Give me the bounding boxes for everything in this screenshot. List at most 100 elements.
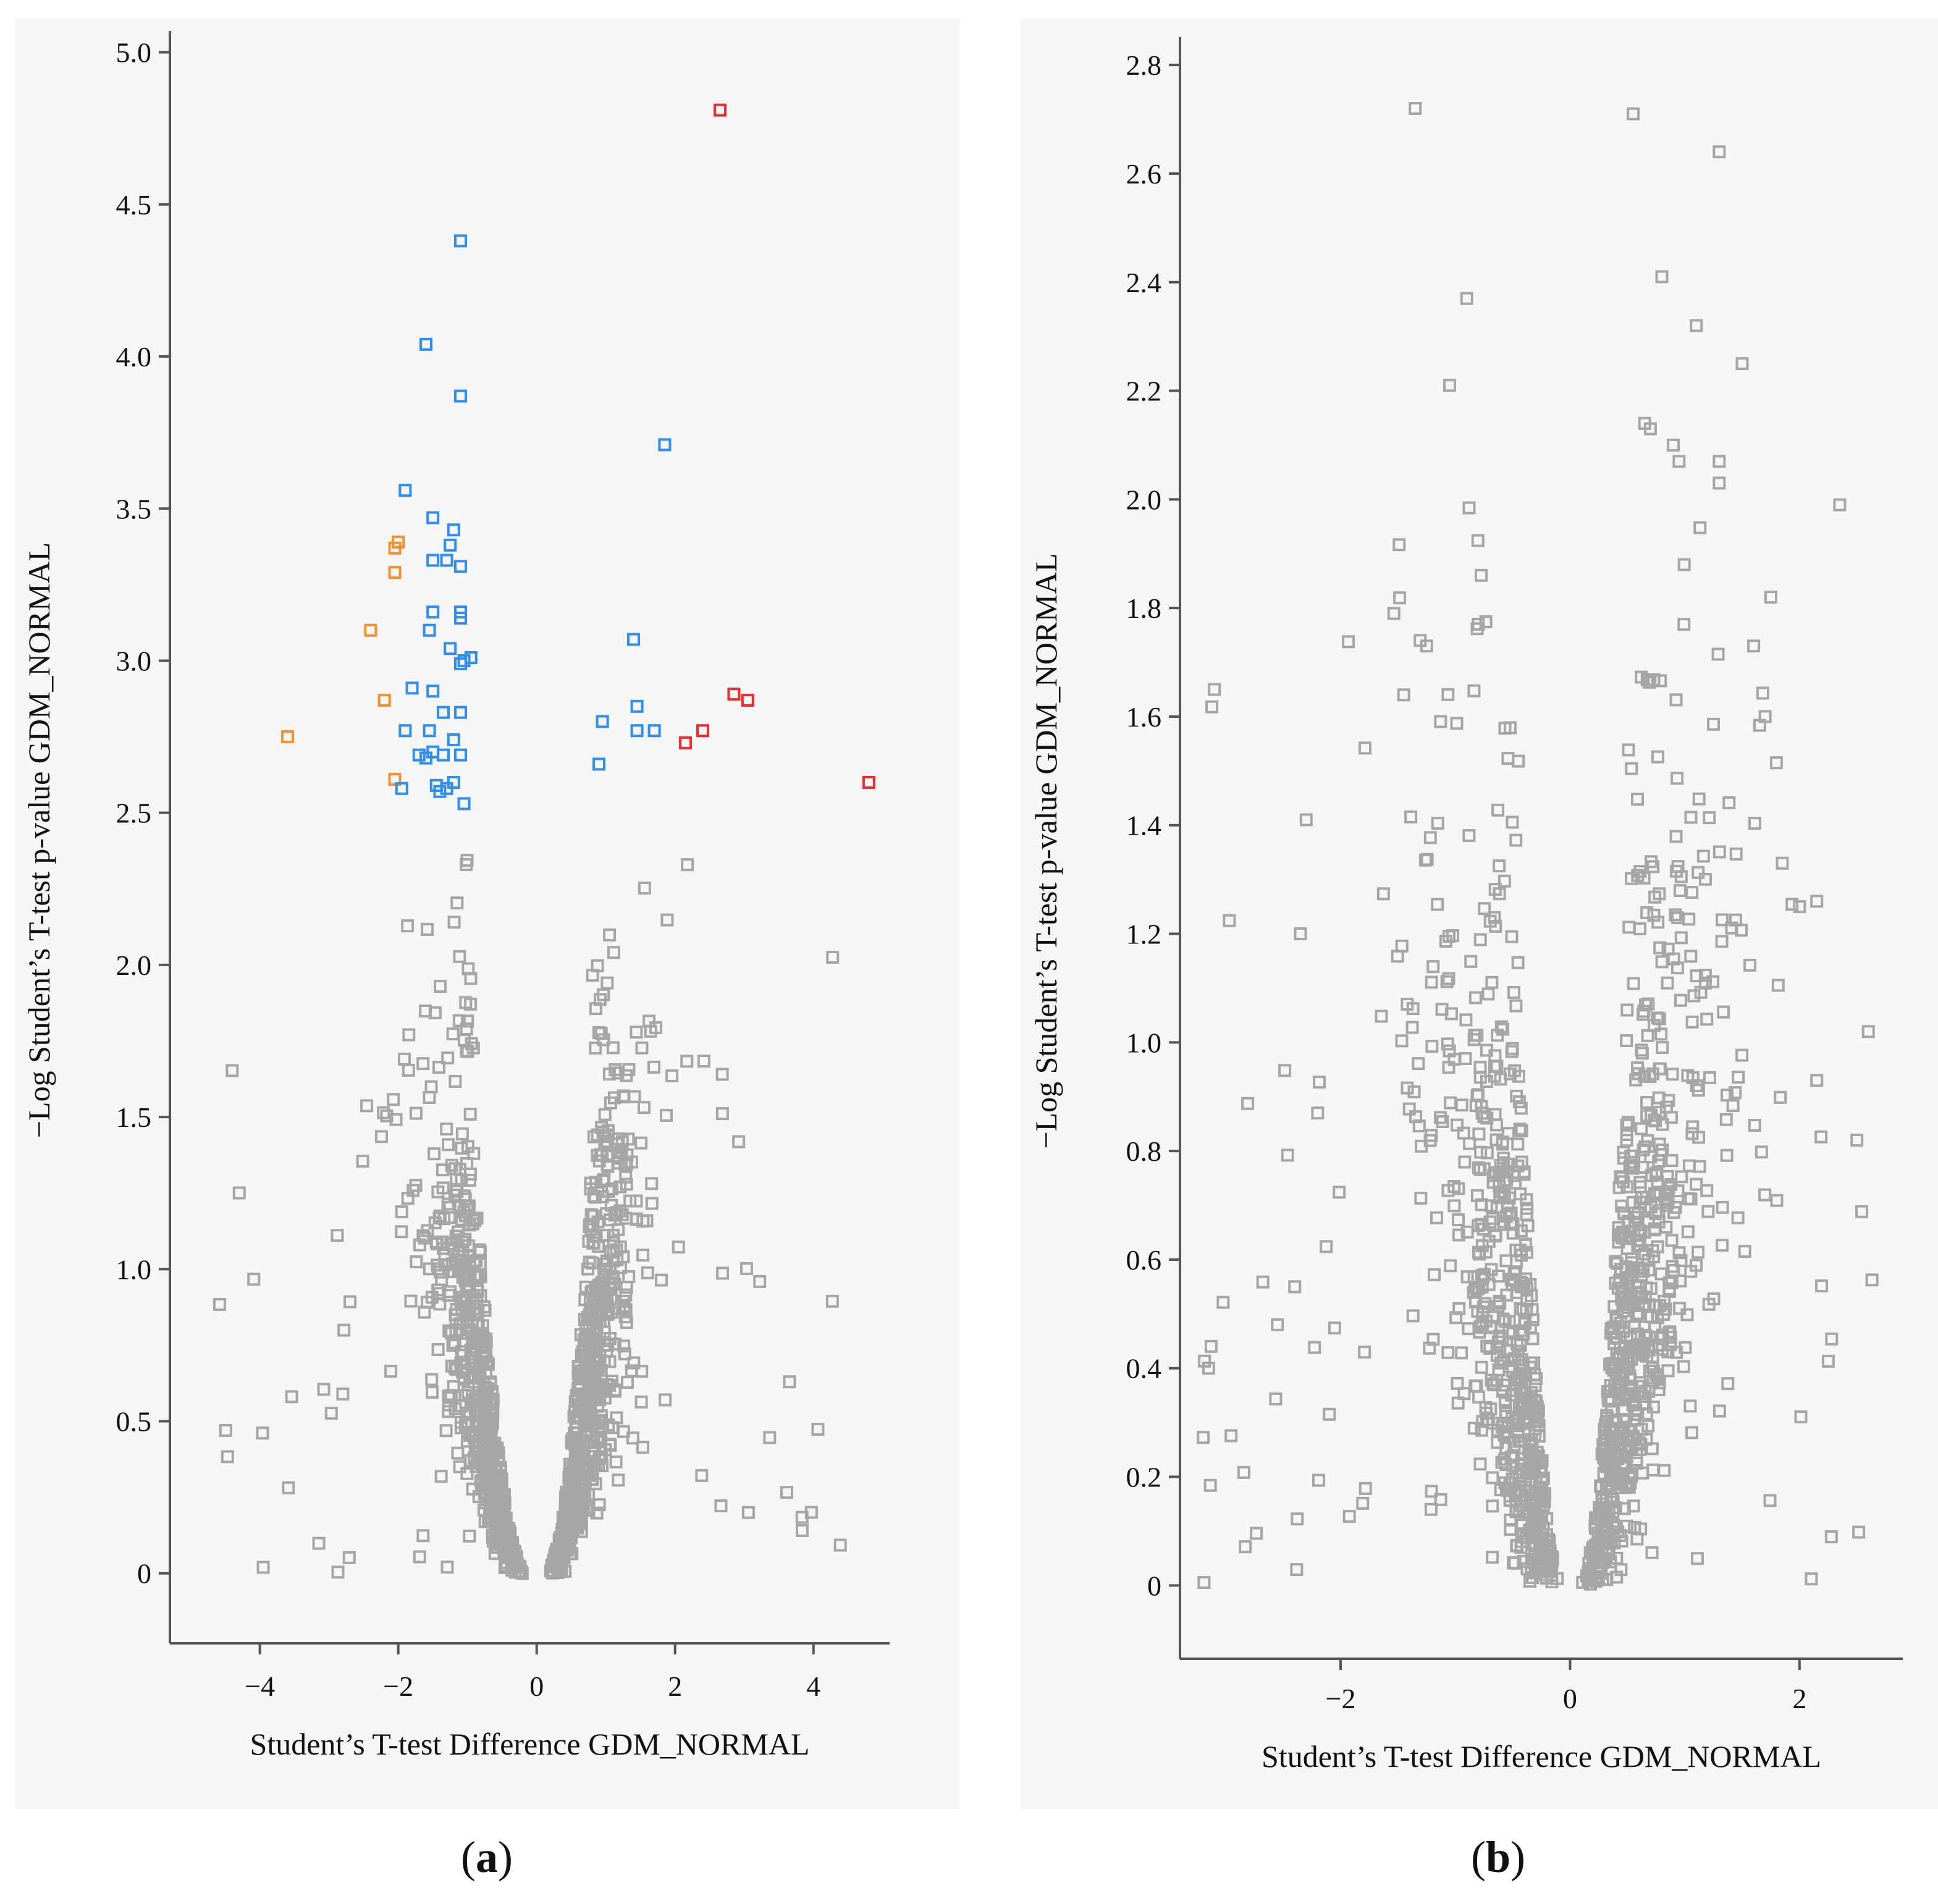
scatter-point (416, 1057, 430, 1071)
scatter-point (1533, 1456, 1547, 1470)
scatter-point (634, 1395, 648, 1409)
scatter-point (336, 1387, 350, 1401)
scatter-point-gray (1713, 455, 1726, 468)
y-tick-label: 5.0 (116, 37, 152, 69)
scatter-point (583, 1219, 597, 1232)
scatter-point (1700, 1184, 1714, 1197)
y-tick-label: 3.5 (116, 493, 152, 524)
scatter-point (402, 1063, 415, 1077)
scatter-point (1701, 1205, 1715, 1218)
scatter-point (1646, 1067, 1659, 1080)
plot-b: 0 0.2 0.4 0.6 0.8 1.0 1.2 1.4 1.6 1.8 2.0 2.2 2.4 2.6… (1029, 37, 1903, 1774)
scatter-point (409, 1179, 423, 1192)
scatter-point (1375, 1009, 1388, 1023)
scatter-point (1637, 1143, 1650, 1156)
scatter-point (1425, 1040, 1439, 1053)
scatter-point (599, 1263, 613, 1276)
scatter-point (1645, 1546, 1659, 1559)
scatter-point-blue (426, 554, 440, 567)
scatter-point (1376, 887, 1390, 901)
scatter-point (1481, 987, 1495, 1001)
scatter-point-gray (1397, 688, 1410, 702)
scatter-point (1472, 1390, 1486, 1404)
scatter-point-gray (1672, 455, 1686, 468)
scatter-point (589, 1041, 602, 1055)
scatter-point (1646, 1360, 1659, 1374)
scatter-point (256, 1426, 269, 1440)
scatter-point (458, 1363, 472, 1377)
y-tick-label: 1.5 (116, 1102, 152, 1133)
scatter-point (454, 1421, 468, 1434)
scatter-point (1494, 1072, 1507, 1086)
scatter-point (1652, 1204, 1666, 1218)
scatter-point (1721, 1377, 1735, 1391)
scatter-point (1664, 1330, 1678, 1344)
scatter-point (1462, 829, 1476, 843)
scatter-point (659, 1393, 672, 1407)
scatter-point (1670, 772, 1684, 785)
scatter-point (450, 1360, 463, 1374)
scatter-point (1621, 1118, 1635, 1132)
scatter-point (1614, 1170, 1627, 1184)
scatter-point-gray (1833, 498, 1847, 512)
scatter-point (282, 1481, 295, 1494)
scatter-point (337, 1323, 351, 1337)
scatter-point (1514, 1102, 1528, 1115)
scatter-point (610, 1206, 623, 1219)
scatter-point (487, 1481, 500, 1495)
scatter-point (1478, 902, 1491, 916)
scatter-point (1692, 1131, 1706, 1144)
scatter-point-blue (398, 724, 412, 738)
scatter-point (1763, 1494, 1777, 1507)
scatter-point (630, 1212, 644, 1226)
scatter-point (465, 1326, 478, 1339)
scatter-point (1696, 849, 1710, 863)
scatter-point (597, 1355, 611, 1368)
scatter-point (741, 1506, 755, 1519)
scatter-point (1646, 1401, 1660, 1414)
scatter-point (1333, 1186, 1346, 1199)
scatter-point (460, 1022, 473, 1035)
scatter-point (1625, 872, 1638, 885)
scatter-point-blue (423, 623, 436, 637)
scatter-point (1468, 991, 1482, 1005)
scatter-point (1717, 1005, 1730, 1019)
scatter-point (1512, 1401, 1526, 1415)
scatter-point (482, 1453, 496, 1467)
scatter-point (481, 1358, 495, 1371)
scatter-point (636, 1441, 650, 1454)
scatter-point (387, 1093, 400, 1106)
scatter-point (1636, 1160, 1649, 1174)
scatter-point (1720, 1148, 1734, 1162)
y-tick-label: 1.8 (1126, 592, 1162, 624)
scatter-point (1685, 1127, 1699, 1140)
scatter-point (1501, 752, 1515, 765)
scatter-point (647, 1060, 661, 1074)
scatter-point (571, 1522, 584, 1535)
scatter-point (331, 1229, 344, 1242)
scatter-point (445, 1326, 458, 1340)
scatter-point (1435, 1003, 1449, 1016)
scatter-point (1442, 972, 1456, 985)
scatter-point (1291, 1512, 1304, 1526)
scatter-point (1467, 684, 1481, 697)
y-tick-label: 1.2 (1126, 919, 1162, 950)
scatter-point (1635, 1122, 1648, 1135)
scatter-point (1513, 1373, 1527, 1386)
scatter-point-blue (436, 748, 450, 762)
scatter-point (1691, 1552, 1704, 1565)
scatter-point (1617, 1304, 1630, 1318)
scatter-point (463, 1108, 477, 1121)
scatter-point (431, 1283, 445, 1297)
y-tick-label: 1.6 (1126, 701, 1162, 733)
scatter-point (1640, 1095, 1654, 1109)
scatter-point (1674, 931, 1688, 945)
scatter-point (1590, 1550, 1604, 1564)
scatter-point (1459, 1013, 1473, 1027)
scatter-point (638, 881, 651, 895)
scatter-point (635, 1365, 649, 1378)
y-tick-label: 0.5 (116, 1406, 152, 1438)
scatter-point (627, 1356, 641, 1370)
scatter-point (1359, 1481, 1372, 1495)
scatter-point-gray (1627, 107, 1640, 120)
